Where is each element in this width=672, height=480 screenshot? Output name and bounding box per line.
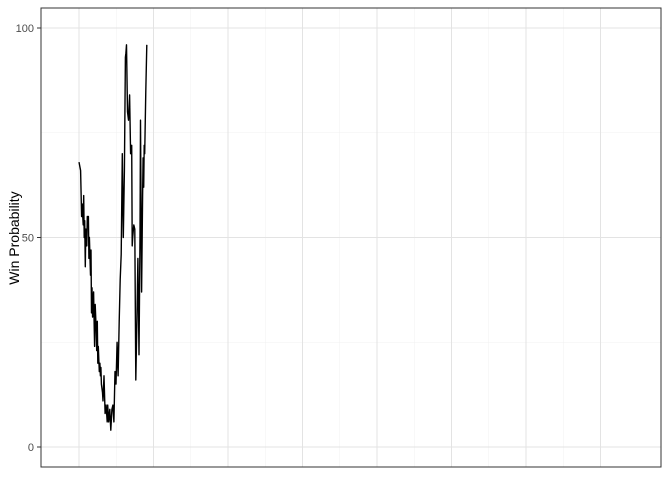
- y-tick-label: 50: [22, 233, 34, 245]
- y-axis-title: Win Probability: [6, 191, 22, 284]
- y-tick-label: 100: [16, 23, 34, 35]
- series-line-0: [78, 44, 148, 431]
- major-gridlines: [41, 8, 661, 467]
- series-layer: [78, 44, 148, 431]
- y-axis: 0 50 100: [16, 23, 41, 454]
- y-tick-label: 0: [28, 442, 34, 454]
